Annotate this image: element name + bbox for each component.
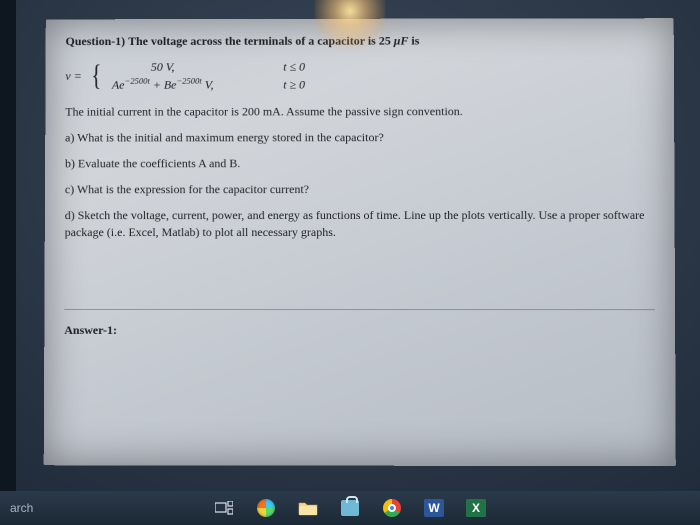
monitor-bezel-left [0, 0, 16, 491]
question-title-unit: μF [394, 34, 409, 48]
part-b: b) Evaluate the coefficients A and B. [65, 155, 654, 172]
chrome-icon[interactable] [382, 498, 402, 518]
task-view-icon[interactable] [214, 498, 234, 518]
question-number: Question-1) [66, 34, 126, 48]
windows-taskbar[interactable]: arch W X [0, 491, 700, 525]
blank-space [64, 250, 655, 305]
eq-cases: 50 V, t ≤ 0 Ae−2500t + Be−2500t V, t ≥ 0 [112, 59, 305, 93]
part-d: d) Sketch the voltage, current, power, a… [65, 207, 655, 240]
question-title-text: The voltage across the terminals of a ca… [128, 34, 394, 48]
eq-lhs: v = [65, 68, 81, 84]
question-context: The initial current in the capacitor is … [65, 103, 654, 120]
question-title-suffix: is [411, 34, 419, 48]
excel-icon[interactable]: X [466, 498, 486, 518]
case1-expr: 50 V, [112, 59, 214, 75]
word-icon[interactable]: W [424, 498, 444, 518]
case2-cond: t ≥ 0 [283, 77, 305, 93]
case2-expr: Ae−2500t + Be−2500t V, [112, 77, 214, 93]
microsoft-store-icon[interactable] [340, 498, 360, 518]
brace-left: { [92, 61, 102, 91]
file-explorer-icon[interactable] [298, 498, 318, 518]
case1-cond: t ≤ 0 [283, 59, 305, 75]
taskbar-search-text[interactable]: arch [4, 501, 160, 515]
divider-line [64, 309, 655, 310]
part-c: c) What is the expression for the capaci… [65, 181, 655, 198]
screen-photo: Question-1) The voltage across the termi… [0, 0, 700, 525]
edge-browser-icon[interactable] [256, 498, 276, 518]
answer-label: Answer-1: [64, 322, 655, 338]
document-page: Question-1) The voltage across the termi… [44, 18, 676, 466]
taskbar-icons: W X [214, 498, 486, 518]
part-a: a) What is the initial and maximum energ… [65, 129, 654, 146]
voltage-equation: v = { 50 V, t ≤ 0 Ae−2500t + Be−2500t V,… [65, 58, 654, 93]
question-title: Question-1) The voltage across the termi… [66, 32, 654, 49]
